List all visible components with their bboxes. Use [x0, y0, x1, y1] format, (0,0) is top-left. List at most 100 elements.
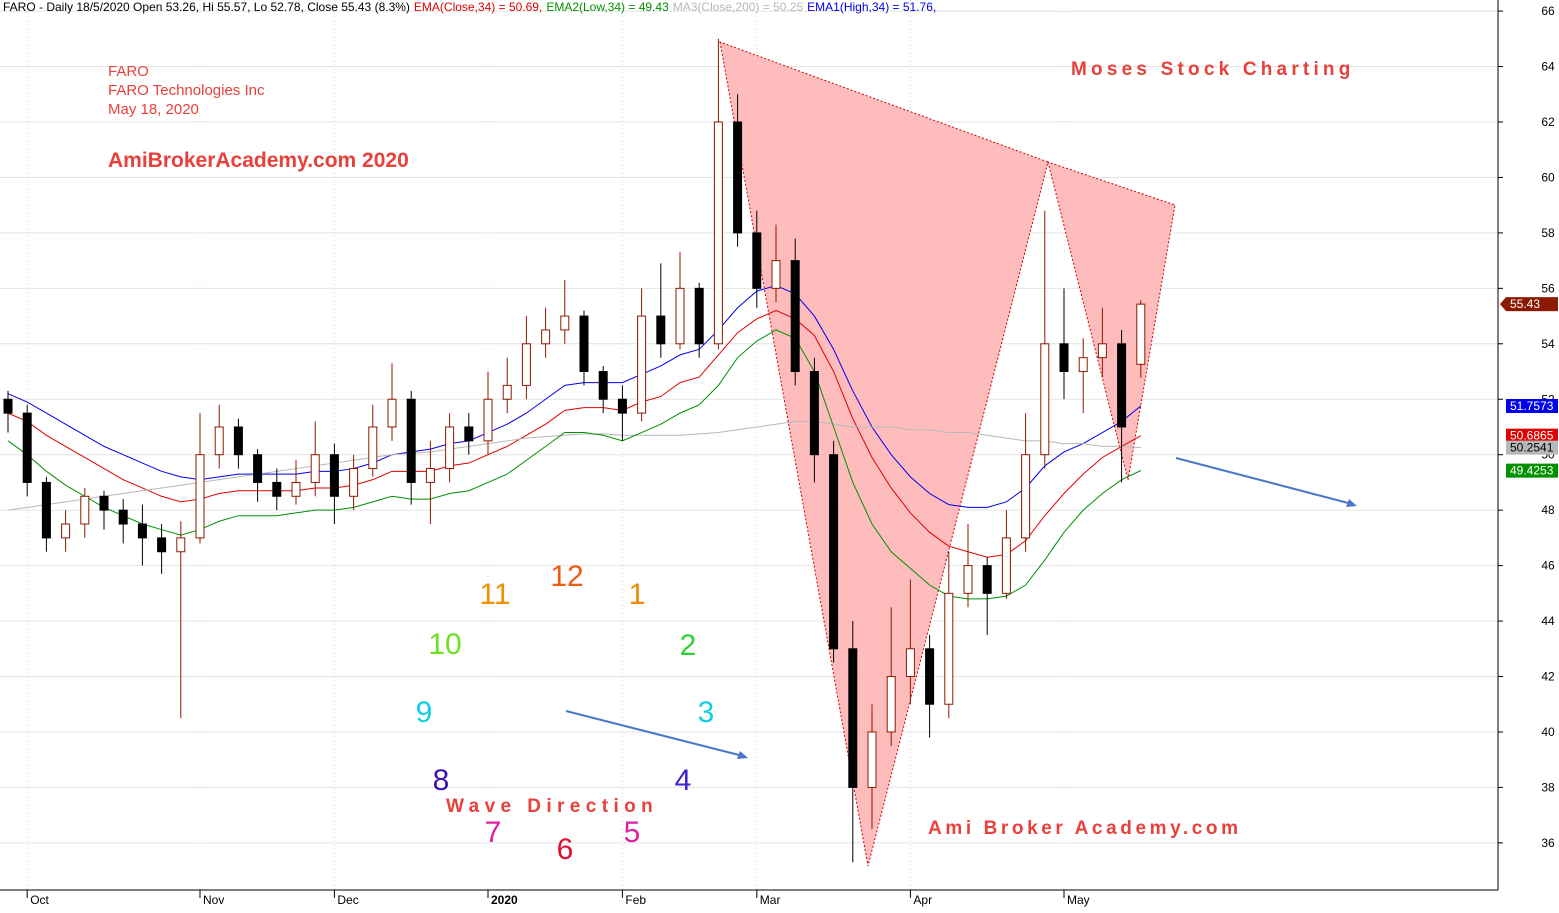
header-indicator: EMA2(Low,34) = 49.43 — [546, 0, 669, 14]
x-tick-label: Apr — [913, 893, 932, 907]
candle-body — [291, 481, 301, 497]
candle-body — [349, 468, 359, 497]
price-tag-label: 49.4253 — [1510, 464, 1554, 478]
clock-number: 5 — [624, 816, 641, 849]
y-tick-label: 48 — [1541, 503, 1555, 517]
candle-body — [99, 495, 109, 511]
header-title: FARO - Daily 18/5/2020 Open 53.26, Hi 55… — [3, 0, 410, 14]
header-indicator: EMA(Close,34) = 50.69, — [414, 0, 542, 14]
annotation: Moses Stock Charting — [1071, 59, 1355, 80]
clock-number: 8 — [433, 764, 450, 797]
candle-body — [425, 468, 435, 483]
header-indicator: EMA1(High,34) = 51.76, — [807, 0, 936, 14]
candle-body — [637, 315, 647, 414]
candle-body — [329, 454, 339, 497]
price-tag-label: 50.6865 — [1510, 429, 1554, 443]
candle-body — [521, 343, 531, 386]
candle-body — [560, 315, 570, 331]
arrow-head — [1346, 499, 1357, 507]
candle-body — [1136, 303, 1146, 365]
clock-number: 9 — [416, 696, 433, 729]
candle-body — [1021, 454, 1031, 539]
candle-body — [925, 648, 935, 705]
y-tick-label: 58 — [1541, 226, 1555, 240]
candle-body — [867, 731, 877, 788]
candle-body — [598, 371, 608, 400]
header: FARO - Daily 18/5/2020 Open 53.26, Hi 55… — [3, 0, 936, 14]
candle-body — [272, 481, 282, 497]
candle-body — [1001, 537, 1011, 594]
candle-body — [310, 454, 320, 483]
y-tick-label: 54 — [1541, 337, 1555, 351]
y-tick-label: 40 — [1541, 725, 1555, 739]
pattern-triangle — [1047, 161, 1176, 481]
clock-number: 12 — [550, 560, 583, 593]
y-tick-label: 56 — [1541, 281, 1555, 295]
candle-body — [502, 384, 512, 400]
price-tag — [1506, 440, 1558, 455]
clock-number: 11 — [479, 578, 510, 611]
candle-body — [41, 481, 51, 539]
candle-body — [137, 523, 147, 539]
candle-body — [1117, 343, 1127, 428]
clock-number: 3 — [698, 696, 715, 729]
candle-body — [1059, 343, 1069, 373]
price-tag-label: 51.7573 — [1510, 399, 1554, 413]
candle-body — [233, 426, 243, 456]
annotation: AmiBrokerAcademy.com 2020 — [108, 149, 409, 172]
candle-body — [944, 592, 954, 705]
annotation: May 18, 2020 — [108, 101, 199, 118]
y-tick-label: 64 — [1541, 60, 1555, 74]
y-tick-label: 46 — [1541, 559, 1555, 573]
candle-body — [713, 121, 723, 345]
candle-body — [886, 676, 896, 733]
arrow-head — [737, 751, 748, 759]
header-indicator: MA3(Close,200) = 50.25 — [673, 0, 804, 14]
candle-body — [809, 371, 819, 456]
x-tick-label: Feb — [625, 893, 646, 907]
x-tick-label: May — [1067, 893, 1090, 907]
price-tag — [1506, 297, 1558, 312]
candle-body — [656, 315, 666, 345]
candle-body — [61, 523, 71, 539]
candle-body — [387, 398, 397, 428]
y-tick-label: 36 — [1541, 836, 1555, 850]
candle-body — [195, 454, 205, 539]
candle-body — [22, 412, 32, 483]
annotation: Ami Broker Academy.com — [928, 818, 1242, 839]
y-tick-label: 44 — [1541, 614, 1555, 628]
x-tick-label: 2020 — [491, 893, 518, 907]
candle-body — [118, 509, 128, 525]
candle-body — [1040, 343, 1050, 456]
pattern-triangle — [719, 41, 1049, 867]
candle-body — [541, 329, 551, 345]
candle-body — [483, 398, 493, 442]
candle-body — [1078, 357, 1088, 373]
annotation: Wave Direction — [446, 796, 658, 817]
candle-body — [771, 260, 781, 289]
clock-number: 7 — [485, 816, 502, 849]
x-tick-label: Mar — [760, 893, 781, 907]
candle-body — [694, 287, 704, 345]
y-tick-label: 38 — [1541, 780, 1555, 794]
candle-body — [790, 260, 800, 373]
price-tag — [1506, 398, 1558, 413]
candle-body — [848, 648, 858, 788]
candle-body — [253, 454, 263, 483]
candle-body — [157, 537, 167, 553]
x-tick-label: Oct — [30, 893, 49, 907]
arrow — [565, 710, 744, 757]
annotation: FARO — [108, 63, 149, 80]
candle-body — [829, 454, 839, 650]
candle-body — [982, 565, 992, 594]
clock-number: 2 — [680, 629, 697, 662]
candle-body — [617, 398, 627, 414]
candle-body — [445, 426, 455, 470]
candle-body — [963, 565, 973, 594]
y-tick-label: 66 — [1541, 4, 1555, 18]
candle-body — [368, 426, 378, 470]
candle-body — [752, 232, 762, 289]
clock-number: 10 — [428, 628, 461, 661]
